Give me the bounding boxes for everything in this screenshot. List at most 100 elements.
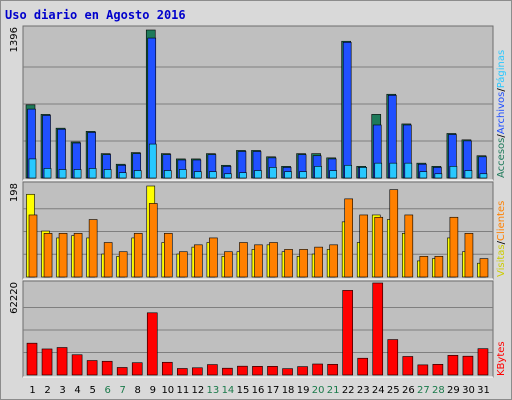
bar-kbytes-edge <box>402 356 414 376</box>
bar-clientes-edge <box>73 233 83 278</box>
bar-paginas <box>419 171 427 178</box>
x-tick-label: 31 <box>477 385 490 396</box>
bar-paginas <box>269 167 277 178</box>
bar-clientes <box>254 244 263 277</box>
bar-kbytes <box>27 343 37 375</box>
bar-clientes-edge <box>389 189 399 278</box>
bar-kbytes-edge <box>387 339 399 376</box>
bar-kbytes <box>87 360 98 375</box>
bar-paginas-edge <box>118 172 127 179</box>
bar-paginas-edge <box>58 169 67 179</box>
bar-kbytes <box>297 366 308 375</box>
bar-clientes <box>419 256 428 277</box>
bar-paginas-edge <box>449 166 458 179</box>
bar-clientes <box>74 233 83 277</box>
bar-paginas-edge <box>269 167 277 179</box>
bar-paginas <box>194 171 202 178</box>
bar-paginas <box>239 172 247 178</box>
bar-paginas <box>434 173 442 178</box>
x-tick-label: 2 <box>44 385 50 396</box>
bar-paginas <box>449 166 457 178</box>
bar-archivos <box>132 153 141 178</box>
bar-paginas-edge <box>314 166 322 179</box>
bar-paginas <box>389 163 397 178</box>
x-tick-label: 23 <box>357 385 370 396</box>
bar-kbytes <box>267 366 278 375</box>
legend-entry: / <box>496 88 507 92</box>
bar-clientes <box>449 217 458 277</box>
x-tick-label: 7 <box>120 385 126 396</box>
bar-kbytes <box>387 339 398 375</box>
bar-archivos <box>237 151 246 178</box>
bar-kbytes-edge <box>447 355 459 376</box>
bar-clientes <box>134 233 143 277</box>
bar-clientes-edge <box>299 249 308 278</box>
bar-clientes-edge <box>118 251 128 278</box>
bar-kbytes <box>357 358 368 375</box>
bar-archivos <box>252 151 261 178</box>
bar-kbytes-edge <box>177 368 188 376</box>
bar-paginas <box>164 170 172 178</box>
bar-clientes-edge <box>314 246 323 278</box>
bar-kbytes <box>207 364 218 375</box>
bar-kbytes-edge <box>312 363 323 376</box>
bar-paginas-edge <box>194 171 202 179</box>
x-tick-label: 26 <box>402 385 415 396</box>
x-tick-label: 24 <box>372 385 385 396</box>
bar-paginas-edge <box>374 162 383 179</box>
bar-paginas-edge <box>133 170 142 179</box>
bar-paginas <box>224 173 232 178</box>
bar-archivos <box>343 42 352 179</box>
bar-clientes-edge <box>479 258 489 278</box>
bar-clientes <box>59 233 68 277</box>
bar-paginas-edge <box>179 169 187 179</box>
x-tick-label: 6 <box>104 385 110 396</box>
bar-archivos <box>27 109 36 178</box>
bar-clientes <box>269 242 278 277</box>
bar-kbytes-edge <box>477 348 489 376</box>
bar-kbytes-edge <box>282 368 293 376</box>
bar-kbytes <box>417 364 428 375</box>
bar-paginas-edge <box>43 168 52 179</box>
panel-kbytes: 62220 <box>9 280 494 378</box>
bar-kbytes <box>282 368 293 375</box>
bar-kbytes <box>102 361 113 375</box>
bar-kbytes <box>252 366 263 375</box>
bar-kbytes-edge <box>26 342 38 376</box>
bar-paginas-edge <box>103 169 112 179</box>
bar-clientes-edge <box>28 214 38 278</box>
x-tick-label: 25 <box>387 385 400 396</box>
legend-entry: Archivos <box>496 92 507 135</box>
bar-archivos <box>72 143 81 178</box>
bar-clientes <box>164 233 173 277</box>
x-tick-label: 16 <box>252 385 265 396</box>
bar-paginas-edge <box>389 162 398 179</box>
legend-bottom: KBytes <box>496 341 507 376</box>
bar-paginas <box>104 169 112 178</box>
x-tick-label: 15 <box>237 385 250 396</box>
bar-paginas <box>179 169 187 178</box>
bar-clientes <box>434 256 443 277</box>
bar-archivos <box>222 166 231 178</box>
bar-paginas-edge <box>224 173 232 179</box>
bar-archivos <box>117 165 126 178</box>
x-tick-label: 22 <box>342 385 355 396</box>
bar-archivos <box>57 129 66 178</box>
bar-clientes <box>344 198 353 277</box>
bar-kbytes <box>327 364 338 375</box>
panel-background <box>22 280 494 378</box>
x-tick-label: 1 <box>29 385 35 396</box>
bar-archivos <box>207 154 216 178</box>
bar-archivos <box>373 124 382 178</box>
bar-paginas-edge <box>148 143 157 179</box>
x-tick-label: 14 <box>222 385 235 396</box>
bar-kbytes-edge <box>237 365 248 376</box>
x-tick-label: 11 <box>176 385 189 396</box>
bar-clientes-edge <box>133 233 143 278</box>
bar-clientes <box>209 237 218 277</box>
bar-kbytes-edge <box>56 347 68 376</box>
bar-paginas-edge <box>28 158 37 179</box>
bar-clientes <box>404 214 413 277</box>
bar-clientes <box>479 258 488 277</box>
bar-kbytes <box>432 364 443 375</box>
